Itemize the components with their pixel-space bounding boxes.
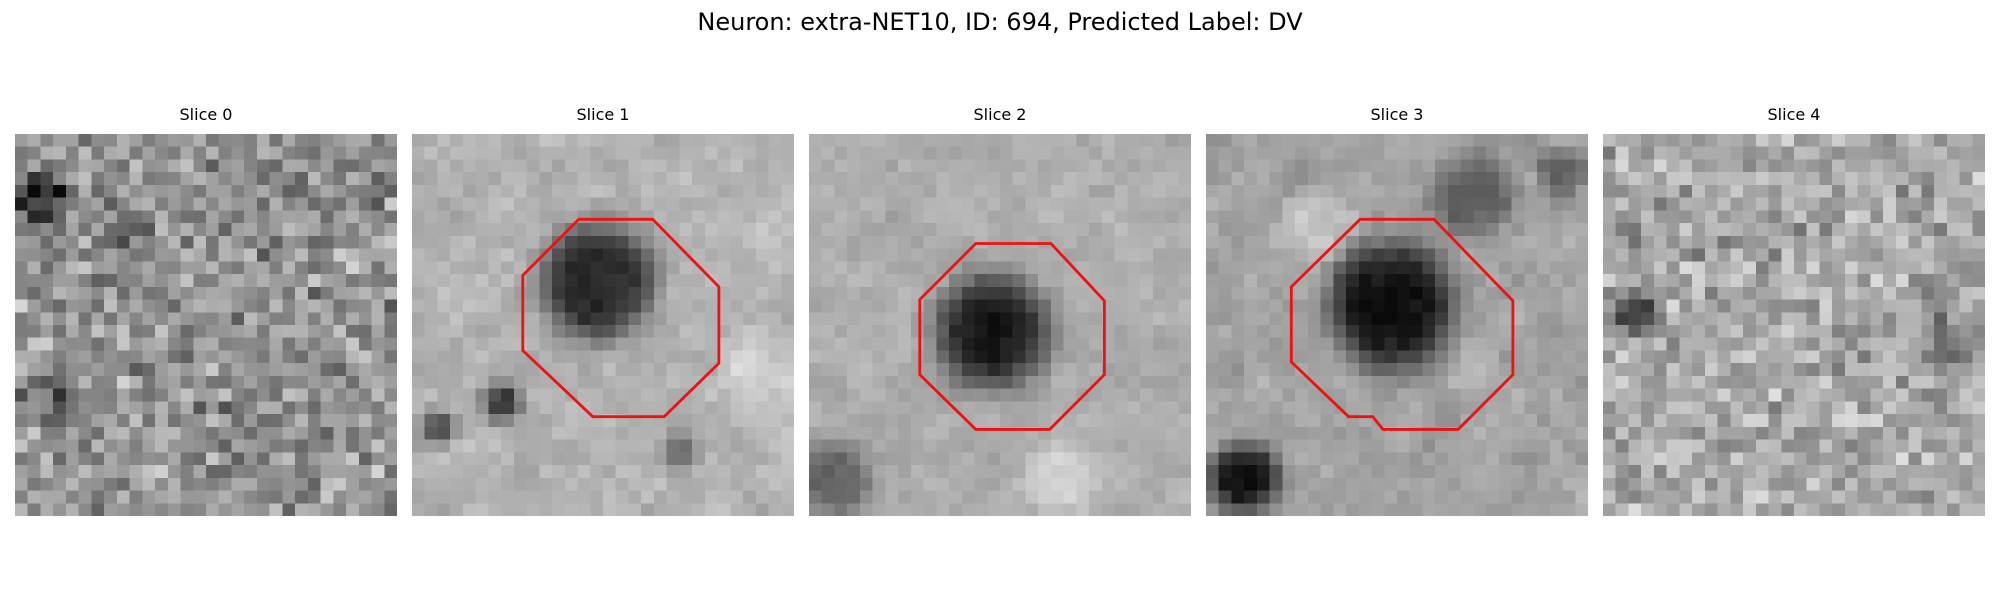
slice-image-3-svg	[1206, 134, 1588, 516]
slice-title-1: Slice 1	[576, 105, 630, 124]
roi-outline-2	[918, 242, 1106, 431]
slice-image-4-svg	[1603, 134, 1985, 516]
slice-image-0	[15, 134, 397, 516]
roi-outline-3	[1289, 217, 1515, 431]
slice-image-2-svg	[809, 134, 1191, 516]
slice-image-0-svg	[15, 134, 397, 516]
roi-outline-1	[521, 217, 721, 419]
figure-title: Neuron: extra-NET10, ID: 694, Predicted …	[697, 8, 1303, 36]
slice-image-2	[809, 134, 1191, 516]
slice-title-4: Slice 4	[1767, 105, 1821, 124]
slice-image-1-svg	[412, 134, 794, 516]
slice-image-3	[1206, 134, 1588, 516]
slice-image-1	[412, 134, 794, 516]
slice-image-4	[1603, 134, 1985, 516]
slice-title-0: Slice 0	[179, 105, 233, 124]
slice-title-2: Slice 2	[973, 105, 1027, 124]
slice-title-3: Slice 3	[1370, 105, 1424, 124]
